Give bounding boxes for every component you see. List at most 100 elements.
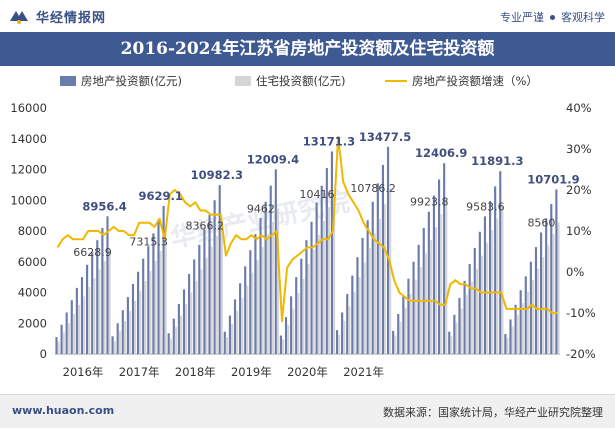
bar-house — [465, 294, 468, 354]
bar-invest — [550, 204, 553, 354]
bar-invest — [55, 337, 58, 354]
legend-label-1: 住宅投资额(亿元) — [256, 74, 345, 88]
bar-invest — [555, 189, 558, 354]
bar-house — [526, 291, 529, 354]
bar-house — [557, 222, 560, 354]
y-left-tick-label: 0 — [40, 347, 47, 361]
bar-house — [338, 334, 341, 354]
bar-invest — [458, 297, 461, 354]
bar-house — [516, 314, 519, 354]
bar-house — [169, 338, 172, 354]
slogan-left: 专业严谨 — [500, 11, 544, 24]
bar-house — [113, 340, 116, 354]
y-right-tick-label: 10% — [566, 224, 592, 238]
data-label-invest: 10982.3 — [191, 168, 243, 182]
y-left-tick-label: 8000 — [18, 224, 47, 238]
bar-house — [139, 290, 142, 354]
data-label-house: 7315.3 — [129, 236, 168, 249]
bar-house — [475, 268, 478, 354]
bar-house — [480, 255, 484, 354]
chart-area: 华经产业研究院 房地产投资额(亿元) 住宅投资额(亿元) 房地产投资额增速（%） 0 20… — [0, 66, 615, 391]
bar-invest — [244, 266, 247, 354]
bar-house — [348, 306, 351, 354]
bar-invest — [305, 240, 308, 354]
bar-invest — [392, 330, 395, 354]
bar-house — [108, 252, 111, 354]
y-right-tick-label: 0% — [566, 265, 584, 279]
bar-invest — [325, 167, 328, 354]
title-bar: 2016-2024年江苏省房地产投资额及住宅投资额 — [0, 32, 615, 66]
bar-invest — [381, 164, 385, 354]
data-label-invest: 11891.3 — [471, 154, 523, 168]
bar-invest — [91, 252, 94, 354]
data-label-house: 8366.2 — [186, 219, 225, 232]
bar-invest — [407, 278, 410, 354]
bar-invest — [371, 201, 374, 354]
bar-invest — [448, 331, 451, 354]
bar-invest — [499, 171, 502, 354]
bar-house — [460, 308, 463, 354]
y-left-tick-label: 12000 — [10, 163, 47, 177]
bar-invest — [386, 146, 390, 354]
bar-invest — [279, 335, 282, 354]
bar-invest — [540, 232, 543, 354]
legend-swatch-0 — [60, 76, 76, 86]
bar-invest — [290, 296, 293, 354]
x-tick-label: 2019年 — [231, 365, 272, 379]
bar-house — [368, 247, 371, 354]
bar-invest — [463, 280, 466, 354]
bar-invest — [402, 296, 405, 354]
bar-house — [67, 323, 70, 354]
bar-house — [394, 335, 397, 354]
bar-house — [164, 241, 167, 354]
top-bar: 华经情报网 专业严谨 客观科学 — [0, 0, 615, 32]
bar-house — [440, 214, 443, 354]
bar-house — [384, 204, 387, 354]
bar-invest — [208, 214, 211, 354]
data-label-invest: 12009.4 — [247, 152, 299, 166]
bar-invest — [65, 312, 68, 354]
bar-house — [435, 227, 438, 354]
bar-invest — [315, 202, 318, 354]
bar-house — [307, 264, 310, 354]
bar-invest — [341, 312, 344, 354]
footer-site-link[interactable]: www.huaon.com — [12, 404, 115, 417]
bar-invest — [397, 314, 400, 354]
bar-invest — [75, 287, 78, 354]
bar-house — [185, 304, 188, 354]
bar-house — [123, 320, 127, 354]
bar-invest — [488, 201, 492, 354]
bar-house — [276, 208, 280, 354]
x-axis-fade-mask — [380, 360, 615, 390]
bar-invest — [60, 324, 63, 354]
bar-house — [419, 267, 422, 354]
bar-invest — [376, 183, 379, 354]
bar-invest — [172, 318, 175, 354]
bar-invest — [453, 314, 456, 354]
data-label-invest: 9629.1 — [138, 189, 182, 203]
bar-invest — [249, 250, 252, 354]
bar-house — [72, 314, 75, 354]
bar-house — [537, 268, 540, 354]
bar-house — [225, 337, 229, 354]
bar-invest — [106, 216, 109, 354]
bar-house — [281, 339, 285, 354]
brand-name: 华经情报网 — [36, 10, 107, 26]
bar-invest — [366, 220, 369, 354]
bar-house — [174, 327, 178, 354]
bar-house — [353, 291, 356, 354]
legend-label-0: 房地产投资额(亿元) — [81, 74, 182, 88]
bar-invest — [422, 227, 425, 354]
bar-house — [322, 221, 325, 354]
bar-invest — [86, 264, 89, 354]
bar-house — [190, 292, 193, 354]
bar-invest — [412, 261, 415, 354]
line-growth — [56, 135, 558, 323]
bar-invest — [182, 289, 186, 354]
y-left-tick-label: 6000 — [18, 255, 47, 269]
bar-house — [266, 234, 269, 354]
bar-house — [496, 218, 499, 354]
bar-invest — [188, 274, 191, 354]
bar-house — [144, 280, 147, 354]
bar-house — [506, 337, 509, 354]
